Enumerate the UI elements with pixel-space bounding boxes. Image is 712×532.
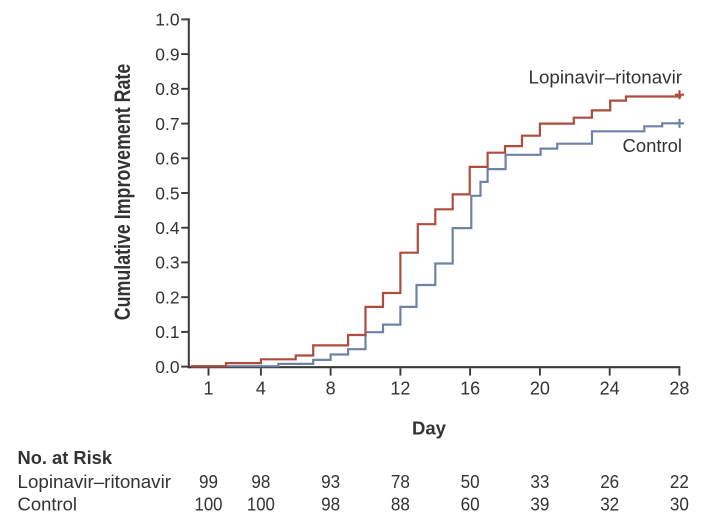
svg-text:Control: Control: [623, 136, 683, 156]
svg-text:0.4: 0.4: [155, 218, 179, 238]
svg-text:0.7: 0.7: [155, 114, 179, 134]
svg-text:0.6: 0.6: [155, 149, 179, 169]
svg-text:60: 60: [461, 494, 480, 514]
svg-text:0.1: 0.1: [155, 322, 179, 342]
svg-text:28: 28: [669, 378, 689, 398]
svg-text:0.5: 0.5: [155, 183, 179, 203]
svg-text:50: 50: [461, 472, 480, 492]
svg-text:98: 98: [251, 472, 270, 492]
svg-text:26: 26: [600, 472, 619, 492]
svg-text:100: 100: [195, 494, 223, 514]
svg-text:12: 12: [390, 378, 410, 398]
svg-text:0.2: 0.2: [155, 288, 179, 308]
svg-text:Day: Day: [412, 418, 447, 439]
svg-text:Control: Control: [18, 494, 78, 514]
svg-text:4: 4: [256, 378, 266, 398]
svg-text:93: 93: [321, 472, 340, 492]
svg-text:1.0: 1.0: [155, 10, 179, 30]
svg-text:Lopinavir–ritonavir: Lopinavir–ritonavir: [18, 472, 172, 492]
svg-text:78: 78: [391, 472, 410, 492]
svg-text:100: 100: [247, 494, 275, 514]
svg-text:20: 20: [530, 378, 550, 398]
svg-text:32: 32: [600, 494, 619, 514]
svg-text:99: 99: [199, 472, 218, 492]
svg-text:0.9: 0.9: [155, 44, 179, 64]
svg-text:1: 1: [203, 378, 213, 398]
svg-text:39: 39: [530, 494, 549, 514]
svg-text:22: 22: [670, 472, 689, 492]
svg-text:0.0: 0.0: [155, 357, 179, 377]
svg-text:88: 88: [391, 494, 410, 514]
svg-text:24: 24: [600, 378, 620, 398]
svg-text:8: 8: [326, 378, 336, 398]
svg-text:33: 33: [530, 472, 549, 492]
svg-text:0.8: 0.8: [155, 79, 179, 99]
svg-text:16: 16: [460, 378, 480, 398]
svg-text:Cumulative Improvement Rate: Cumulative Improvement Rate: [110, 64, 135, 321]
svg-text:No. at Risk: No. at Risk: [18, 448, 113, 468]
svg-text:98: 98: [321, 494, 340, 514]
svg-text:0.3: 0.3: [155, 253, 179, 273]
svg-text:Lopinavir–ritonavir: Lopinavir–ritonavir: [529, 67, 683, 87]
svg-text:30: 30: [670, 494, 689, 514]
